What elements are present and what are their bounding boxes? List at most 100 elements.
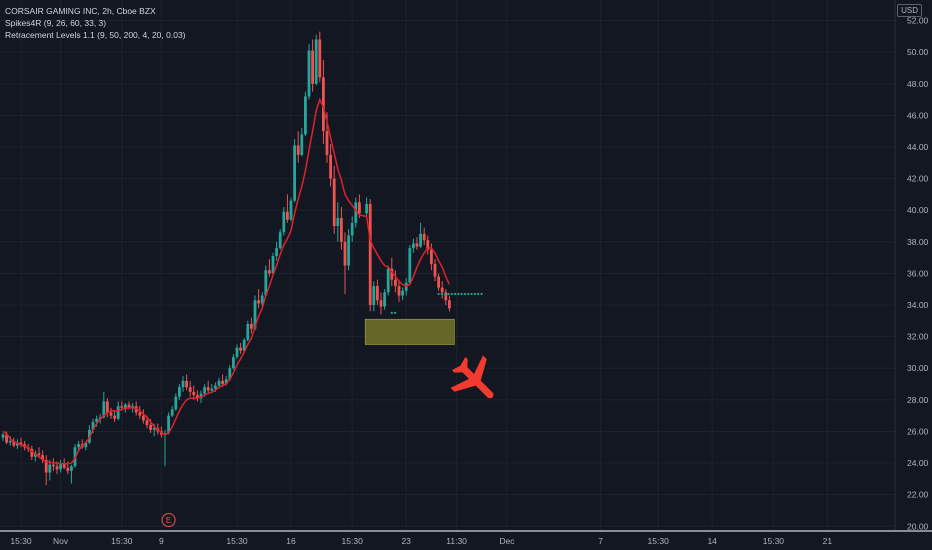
- price-tick-label: 26.00: [907, 426, 929, 436]
- candle-body: [77, 444, 80, 448]
- candle-body: [433, 263, 437, 277]
- candle: [257, 289, 260, 309]
- candle: [415, 237, 419, 250]
- candle-body: [116, 406, 120, 419]
- candle: [138, 406, 142, 419]
- candle: [102, 391, 106, 419]
- candle-body: [440, 287, 444, 293]
- candle-body: [415, 243, 419, 247]
- candle-body: [383, 292, 386, 307]
- candle: [336, 202, 340, 242]
- symbol-title[interactable]: CORSAIR GAMING INC, 2h, Cboe BZX: [5, 6, 156, 16]
- candle-body: [55, 466, 59, 470]
- price-tick-label: 34.00: [907, 300, 929, 310]
- retracement-zone: [364, 318, 455, 345]
- candle: [268, 259, 271, 277]
- candle-body: [268, 270, 271, 274]
- candle: [322, 60, 325, 144]
- candle: [167, 412, 170, 435]
- airplane-path: [450, 355, 494, 399]
- time-tick-label: 11:30: [446, 536, 467, 546]
- candle-body: [185, 380, 188, 388]
- candle: [296, 131, 300, 163]
- candle: [440, 281, 444, 299]
- candle-body: [336, 218, 340, 226]
- zone-rect: [364, 318, 455, 345]
- candle-body: [304, 96, 307, 135]
- candle: [444, 289, 448, 306]
- level-dot: [457, 292, 460, 296]
- candle-body: [340, 218, 343, 242]
- candle: [386, 265, 390, 296]
- candle-body: [106, 401, 109, 413]
- candle: [142, 409, 145, 424]
- level-dot: [480, 292, 483, 296]
- candle-body: [325, 131, 329, 155]
- candle: [289, 197, 293, 222]
- level-dots: [390, 292, 483, 315]
- candle: [408, 244, 412, 285]
- price-tick-label: 36.00: [907, 268, 929, 278]
- candle: [332, 165, 336, 234]
- candle: [109, 407, 113, 419]
- candle-body: [170, 409, 174, 416]
- earnings-marker[interactable]: E: [161, 513, 176, 527]
- indicator-retracement[interactable]: Retracement Levels 1.1 (9, 50, 200, 4, 2…: [5, 30, 186, 40]
- candle-body: [246, 323, 250, 340]
- candle-body: [142, 415, 145, 421]
- candle-body: [232, 357, 235, 369]
- candle-body: [145, 420, 149, 426]
- candle-body: [278, 232, 282, 249]
- price-axis-bg: [895, 0, 932, 550]
- candle-body: [250, 323, 253, 329]
- candle: [242, 338, 246, 353]
- candle: [426, 235, 430, 255]
- candle: [372, 281, 376, 312]
- candle-body: [379, 300, 383, 307]
- currency-label[interactable]: USD: [897, 4, 922, 17]
- candle-body: [314, 39, 318, 84]
- candle-body: [404, 282, 408, 291]
- candle-body: [44, 459, 48, 473]
- candle: [401, 287, 404, 301]
- candle-body: [318, 39, 322, 78]
- candle-body: [196, 395, 199, 399]
- time-tick-label: 7: [598, 536, 603, 546]
- candle: [433, 259, 437, 282]
- candle-body: [293, 145, 296, 201]
- price-tick-label: 44.00: [907, 142, 929, 152]
- time-axis[interactable]: 15:30 Nov 15:30 9 15:30 16 15:30 23 11:30 Dec 7 15:…: [0, 530, 932, 550]
- candle: [329, 143, 332, 187]
- candle: [52, 458, 55, 471]
- candle: [70, 464, 73, 484]
- candle: [260, 292, 264, 307]
- candle: [246, 320, 250, 342]
- candle: [311, 39, 314, 92]
- candle-body: [307, 50, 311, 97]
- candle: [286, 194, 289, 223]
- candle-body: [264, 270, 268, 296]
- level-dot: [390, 311, 393, 315]
- level-dot: [454, 292, 457, 296]
- candle-body: [66, 467, 70, 471]
- candle-body: [275, 248, 278, 257]
- indicator-spikes[interactable]: Spikes4R (9, 26, 60, 33, 3): [5, 18, 107, 28]
- candle-body: [5, 434, 8, 443]
- candle: [188, 380, 192, 397]
- price-axis[interactable]: 20.00 22.00 24.00 26.00 28.00 30.00 32.00 34.00…: [894, 0, 932, 550]
- candle-body: [224, 379, 228, 385]
- candle-body: [401, 290, 404, 296]
- candle-body: [178, 387, 181, 397]
- level-dot: [470, 292, 473, 296]
- time-tick-label: 15:30: [648, 536, 670, 546]
- candle-body: [214, 385, 217, 389]
- candle-body: [113, 415, 116, 419]
- price-tick-label: 40.00: [907, 205, 929, 215]
- candle-body: [347, 235, 350, 266]
- level-dot: [440, 292, 443, 296]
- candle-body: [181, 380, 185, 388]
- candle-body: [41, 455, 44, 460]
- moving-average-line: [2, 97, 451, 465]
